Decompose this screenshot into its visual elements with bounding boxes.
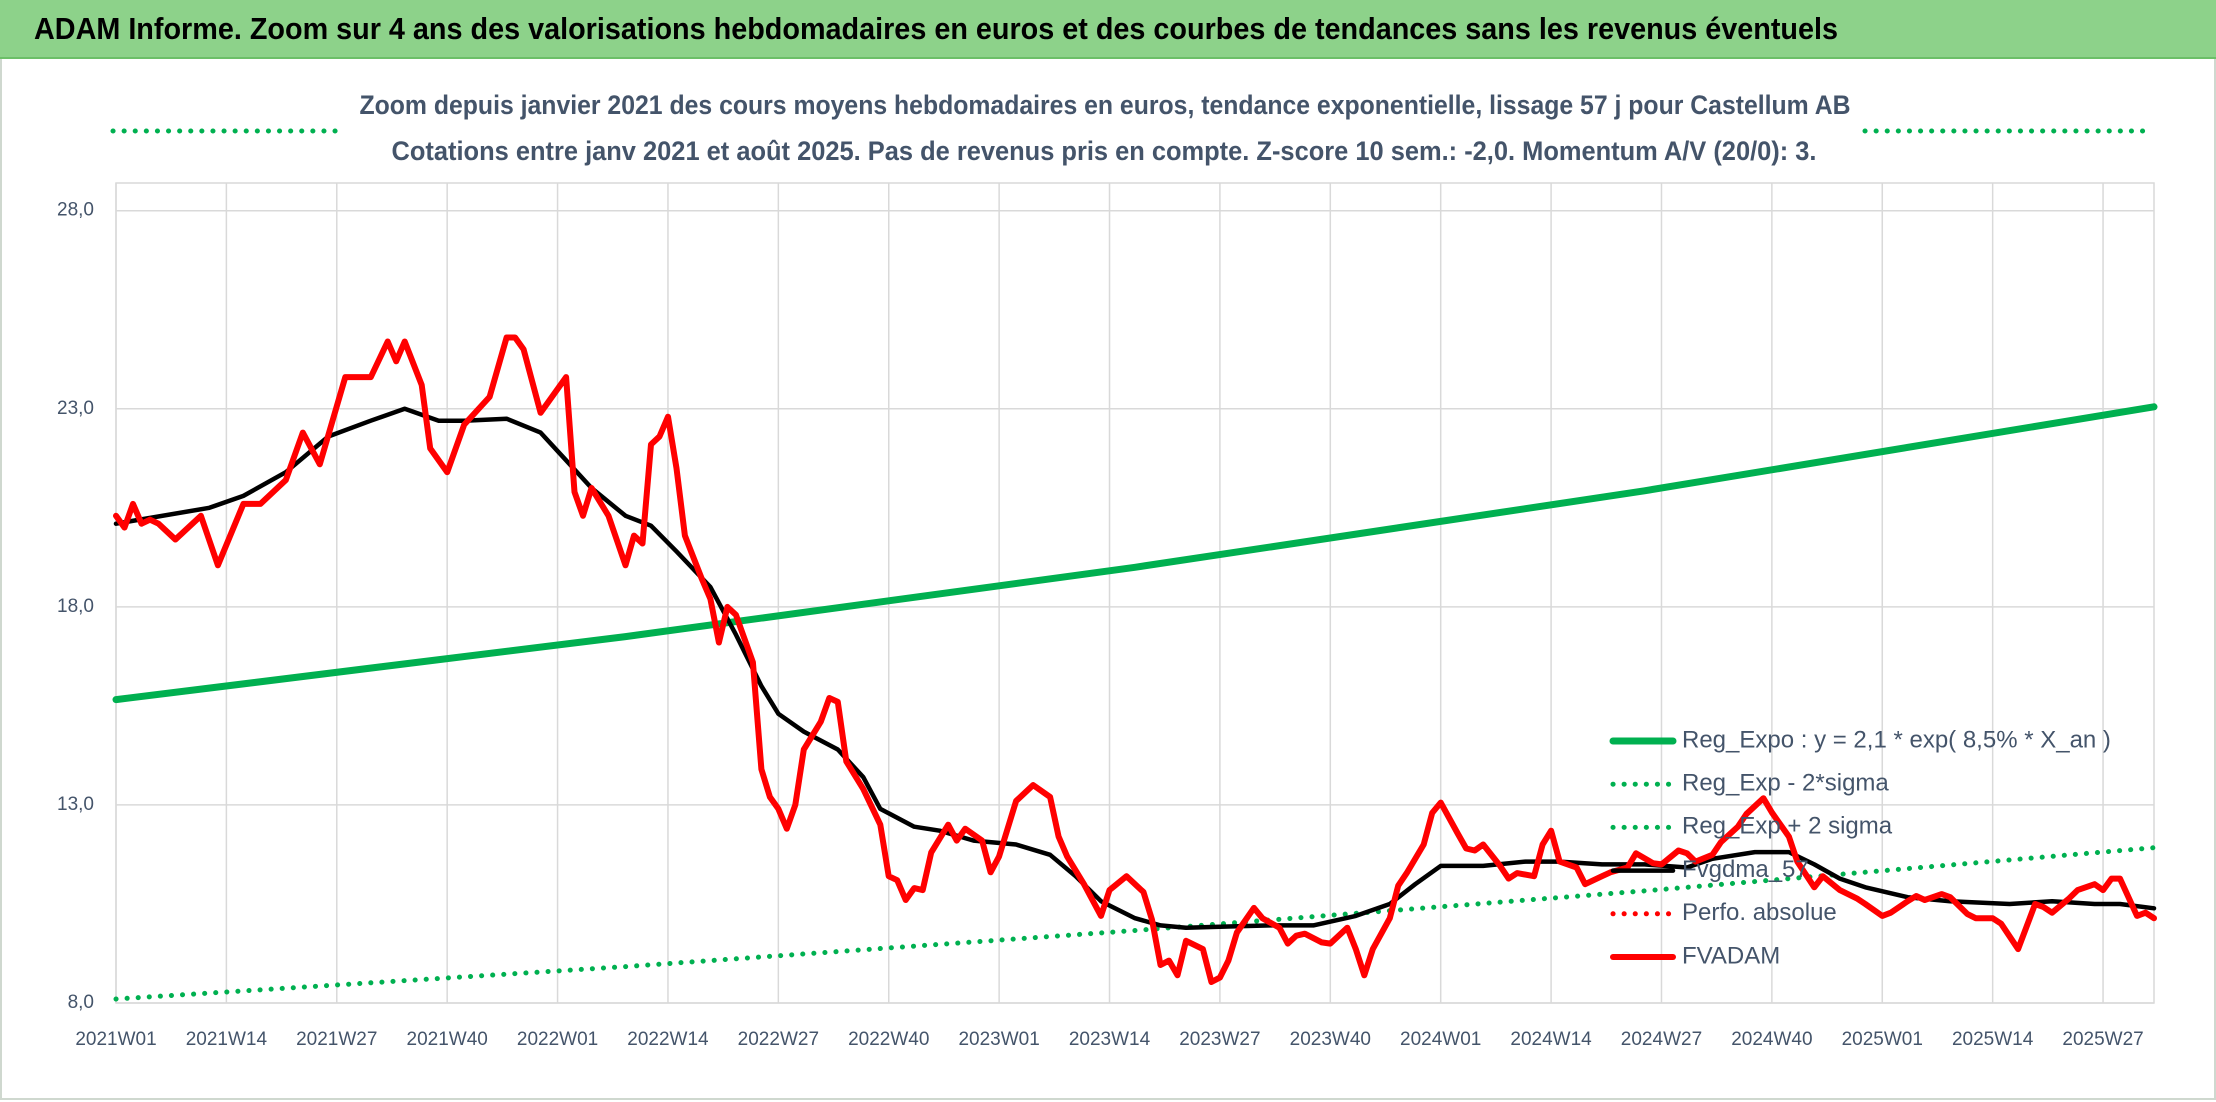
chart-title: ADAM Informe. Zoom sur 4 ans des valoris… [34,11,1838,46]
legend-label: Reg_Expo : y = 2,1 * exp( 8,5% * X_an ) [1682,726,2111,753]
x-tick-label: 2021W01 [75,1029,156,1050]
x-tick-label: 2025W01 [1842,1029,1923,1050]
x-tick-label: 2023W27 [1179,1029,1260,1050]
x-tick-label: 2021W40 [407,1029,488,1050]
x-tick-label: 2023W01 [958,1029,1039,1050]
x-tick-label: 2023W40 [1290,1029,1371,1050]
y-tick-label: 13,0 [57,794,94,815]
plot [112,334,2158,1002]
legend: Reg_Expo : y = 2,1 * exp( 8,5% * X_an ) R… [1609,726,2111,969]
series-line [112,403,2158,704]
y-tick-label: 8,0 [68,992,94,1013]
x-tick-label: 2024W27 [1621,1029,1702,1050]
legend-label: Reg_Exp - 2*sigma [1682,770,1889,797]
legend-label: Fvgdma_57 [1682,856,1809,883]
series-line [113,334,2157,985]
x-tick-label: 2025W27 [2062,1029,2143,1050]
x-tick-label: 2024W40 [1731,1029,1812,1050]
x-tick-label: 2022W40 [848,1029,929,1050]
x-tick-label: 2024W01 [1400,1029,1481,1050]
chart-subtitle: Cotations entre janv 2021 et août 2025. … [392,136,1817,166]
x-tick-label: 2024W14 [1510,1029,1592,1050]
legend-label: FVADAM [1682,942,1780,969]
y-tick-label: 23,0 [57,398,94,419]
x-tick-label: 2023W14 [1069,1029,1151,1050]
series-line [113,845,2157,1002]
x-tick-label: 2022W14 [627,1029,709,1050]
x-tick-label: 2025W14 [1952,1029,2034,1050]
chart-subtitle: Zoom depuis janvier 2021 des cours moyen… [360,90,1851,120]
legend-label: Reg_Exp + 2 sigma [1682,813,1893,840]
x-tick-label: 2021W27 [296,1029,377,1050]
x-tick-label: 2022W27 [738,1029,819,1050]
y-tick-label: 28,0 [57,200,94,221]
header-band [0,0,2216,58]
grid: 8,0 13,0 18,0 23,0 28,0 2021W01 2021W14 2021W27… [57,182,2155,1050]
x-tick-label: 2021W14 [186,1029,268,1050]
legend-label: Perfo. absolue [1682,899,1837,926]
y-tick-label: 18,0 [57,596,94,617]
x-tick-label: 2022W01 [517,1029,598,1050]
